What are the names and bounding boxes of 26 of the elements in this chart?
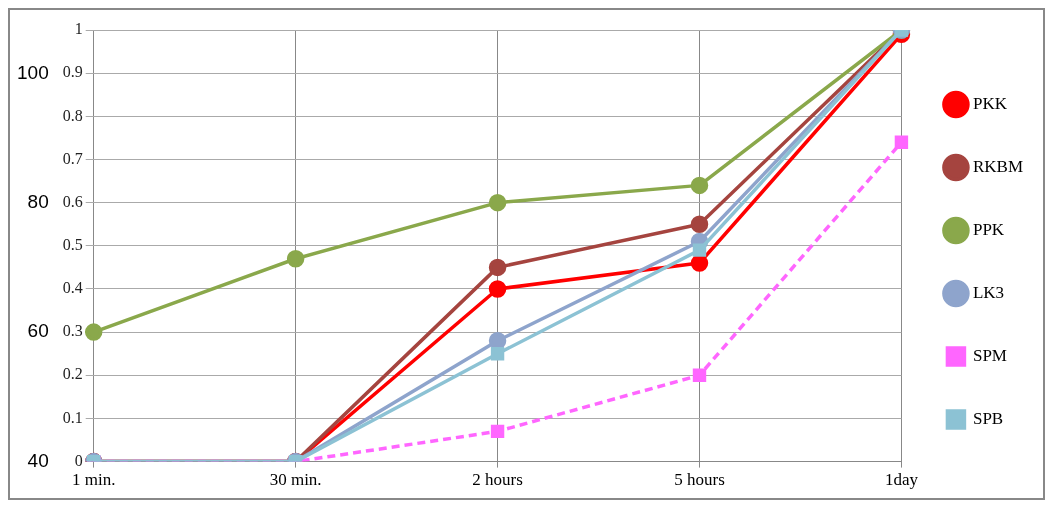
legend-label: RKBM [972,156,1024,176]
y2-tick-label: 100 [17,61,49,83]
legend-label: SPM [972,345,1007,365]
y-tick-label: 0.5 [62,236,83,253]
legend-label: SPB [972,408,1004,428]
y-tick-label: 1 [74,20,83,38]
legend-label: PPK [972,219,1005,239]
x-tick-label: 5 hours [674,470,725,490]
y2-tick-label: 60 [27,320,49,342]
y-tick-label: 0.8 [62,106,83,124]
y-tick-label: 0.7 [62,149,83,167]
x-tick-label: 1 min. [71,470,116,490]
y-tick-label: 0 [74,451,83,469]
y-tick-label: 0.1 [62,408,83,426]
y-tick-label: 0.2 [62,365,83,383]
y-tick-label: 0.3 [62,322,83,340]
legend-label: PKK [972,93,1008,113]
y-tick-label: 0.6 [62,192,83,210]
x-tick-label: 1day [884,470,919,490]
legend-label: LK3 [972,282,1005,302]
x-tick-label: 2 hours [472,470,523,490]
x-tick-label: 30 min. [269,470,322,490]
y2-tick-label: 80 [27,191,49,212]
y-tick-label: 0.9 [62,63,83,81]
y2-tick-label: 40 [27,449,49,471]
y-tick-label: 0.4 [62,279,83,297]
